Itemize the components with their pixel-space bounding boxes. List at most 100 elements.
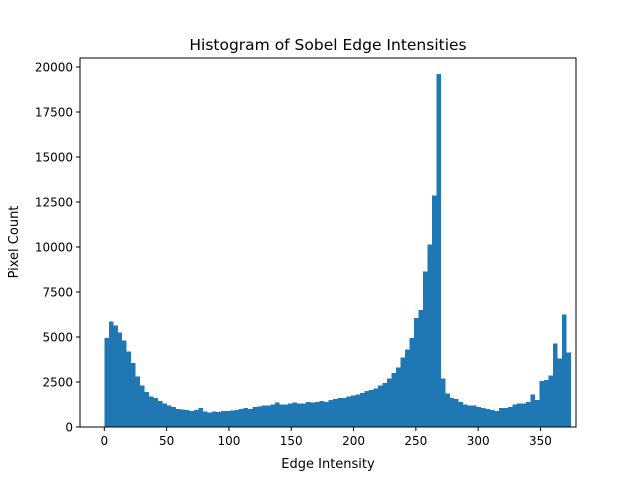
histogram-bar <box>153 398 159 427</box>
histogram-bar <box>297 403 302 427</box>
x-axis-ticks: 0 50 100 150 200 250 300 350 <box>100 427 552 448</box>
histogram-bar <box>337 398 343 427</box>
histogram-bar <box>274 402 280 427</box>
histogram-bar <box>113 325 118 427</box>
bars-group <box>104 74 571 427</box>
histogram-bar <box>122 340 127 427</box>
y-axis-label: Pixel Count <box>7 206 22 279</box>
histogram-bar <box>395 367 401 427</box>
histogram-bar <box>301 403 307 427</box>
histogram-bar <box>418 310 423 427</box>
x-tick-label: 250 <box>404 434 427 448</box>
histogram-bar <box>458 401 464 427</box>
histogram-bar <box>494 410 500 427</box>
histogram-bar <box>436 74 441 427</box>
histogram-bar <box>413 318 419 427</box>
histogram-bar <box>310 402 316 427</box>
histogram-bar <box>369 390 374 427</box>
histogram-bar <box>283 404 289 427</box>
histogram-bar <box>391 373 396 427</box>
histogram-bar <box>117 332 123 427</box>
x-axis-label: Edge Intensity <box>281 457 375 472</box>
histogram-bar <box>243 408 248 427</box>
histogram-bar <box>171 407 177 427</box>
histogram-bar <box>162 403 168 427</box>
histogram-bar <box>364 391 370 427</box>
histogram-bar <box>534 400 540 427</box>
histogram-bar <box>108 321 114 427</box>
histogram-bar <box>135 376 141 427</box>
histogram-bar <box>382 382 387 427</box>
histogram-bar <box>104 337 109 427</box>
histogram-bar <box>548 375 553 427</box>
x-tick-label: 100 <box>217 434 240 448</box>
y-axis-ticks: 0 2500 5000 7500 10000 12500 15000 17500 20000 <box>35 61 80 435</box>
histogram-bar <box>373 388 378 427</box>
histogram-bar <box>131 363 136 427</box>
histogram-bar <box>247 409 253 427</box>
histogram-bar <box>400 357 405 427</box>
histogram-bar <box>333 399 338 427</box>
histogram-bar <box>306 401 311 427</box>
histogram-bar <box>431 195 437 427</box>
histogram-bar <box>328 400 334 427</box>
histogram-bar <box>409 337 414 427</box>
histogram-bar <box>256 406 262 427</box>
histogram-bar <box>476 407 482 427</box>
histogram-bar <box>346 396 352 427</box>
histogram-bar <box>140 385 145 427</box>
histogram-bar <box>355 394 361 427</box>
histogram-bar <box>512 404 518 427</box>
histogram-bar <box>566 352 571 427</box>
histogram-bar <box>454 399 459 427</box>
x-tick-label: 300 <box>467 434 490 448</box>
histogram-bar <box>472 405 477 427</box>
y-tick-label: 20000 <box>35 61 73 75</box>
histogram-bar <box>490 409 495 427</box>
histogram-bar <box>427 244 432 427</box>
x-tick-label: 0 <box>100 434 108 448</box>
histogram-bar <box>211 411 217 427</box>
histogram-bar <box>216 412 221 427</box>
y-tick-label: 0 <box>65 421 73 435</box>
histogram-bar <box>445 393 450 427</box>
x-tick-label: 350 <box>529 434 552 448</box>
histogram-bar <box>377 385 383 427</box>
histogram-bar <box>360 392 365 427</box>
histogram-bar <box>342 398 347 427</box>
y-tick-label: 15000 <box>35 151 73 165</box>
histogram-bar <box>503 408 509 427</box>
histogram-bar <box>526 401 531 427</box>
histogram-bar <box>499 408 504 427</box>
y-tick-label: 2500 <box>42 376 73 390</box>
histogram-bar <box>225 410 230 427</box>
histogram-bar <box>440 378 446 427</box>
histogram-bar <box>167 405 172 427</box>
histogram-bar <box>508 407 513 427</box>
histogram-bar <box>319 400 325 427</box>
histogram-bar <box>521 403 527 427</box>
chart-title: Histogram of Sobel Edge Intensities <box>189 36 466 54</box>
y-tick-label: 7500 <box>42 286 73 300</box>
histogram-bar <box>467 405 473 427</box>
x-tick-label: 150 <box>280 434 303 448</box>
x-tick-label: 200 <box>342 434 365 448</box>
histogram-bar <box>203 411 208 427</box>
histogram-bar <box>543 380 549 427</box>
histogram-bar <box>126 351 132 427</box>
histogram-bar <box>158 400 163 427</box>
x-tick-label: 50 <box>159 434 174 448</box>
histogram-bar <box>386 378 392 427</box>
histogram-bar <box>481 408 486 427</box>
y-tick-label: 17500 <box>35 106 73 120</box>
histogram-bar <box>530 394 535 427</box>
histogram-bar <box>261 405 266 427</box>
y-tick-label: 10000 <box>35 241 73 255</box>
histogram-bar <box>463 404 468 427</box>
histogram-bar <box>539 381 544 427</box>
histogram-bar <box>270 404 275 427</box>
histogram-bar <box>422 271 428 427</box>
histogram-bar <box>229 410 235 427</box>
histogram-bar <box>279 404 284 427</box>
